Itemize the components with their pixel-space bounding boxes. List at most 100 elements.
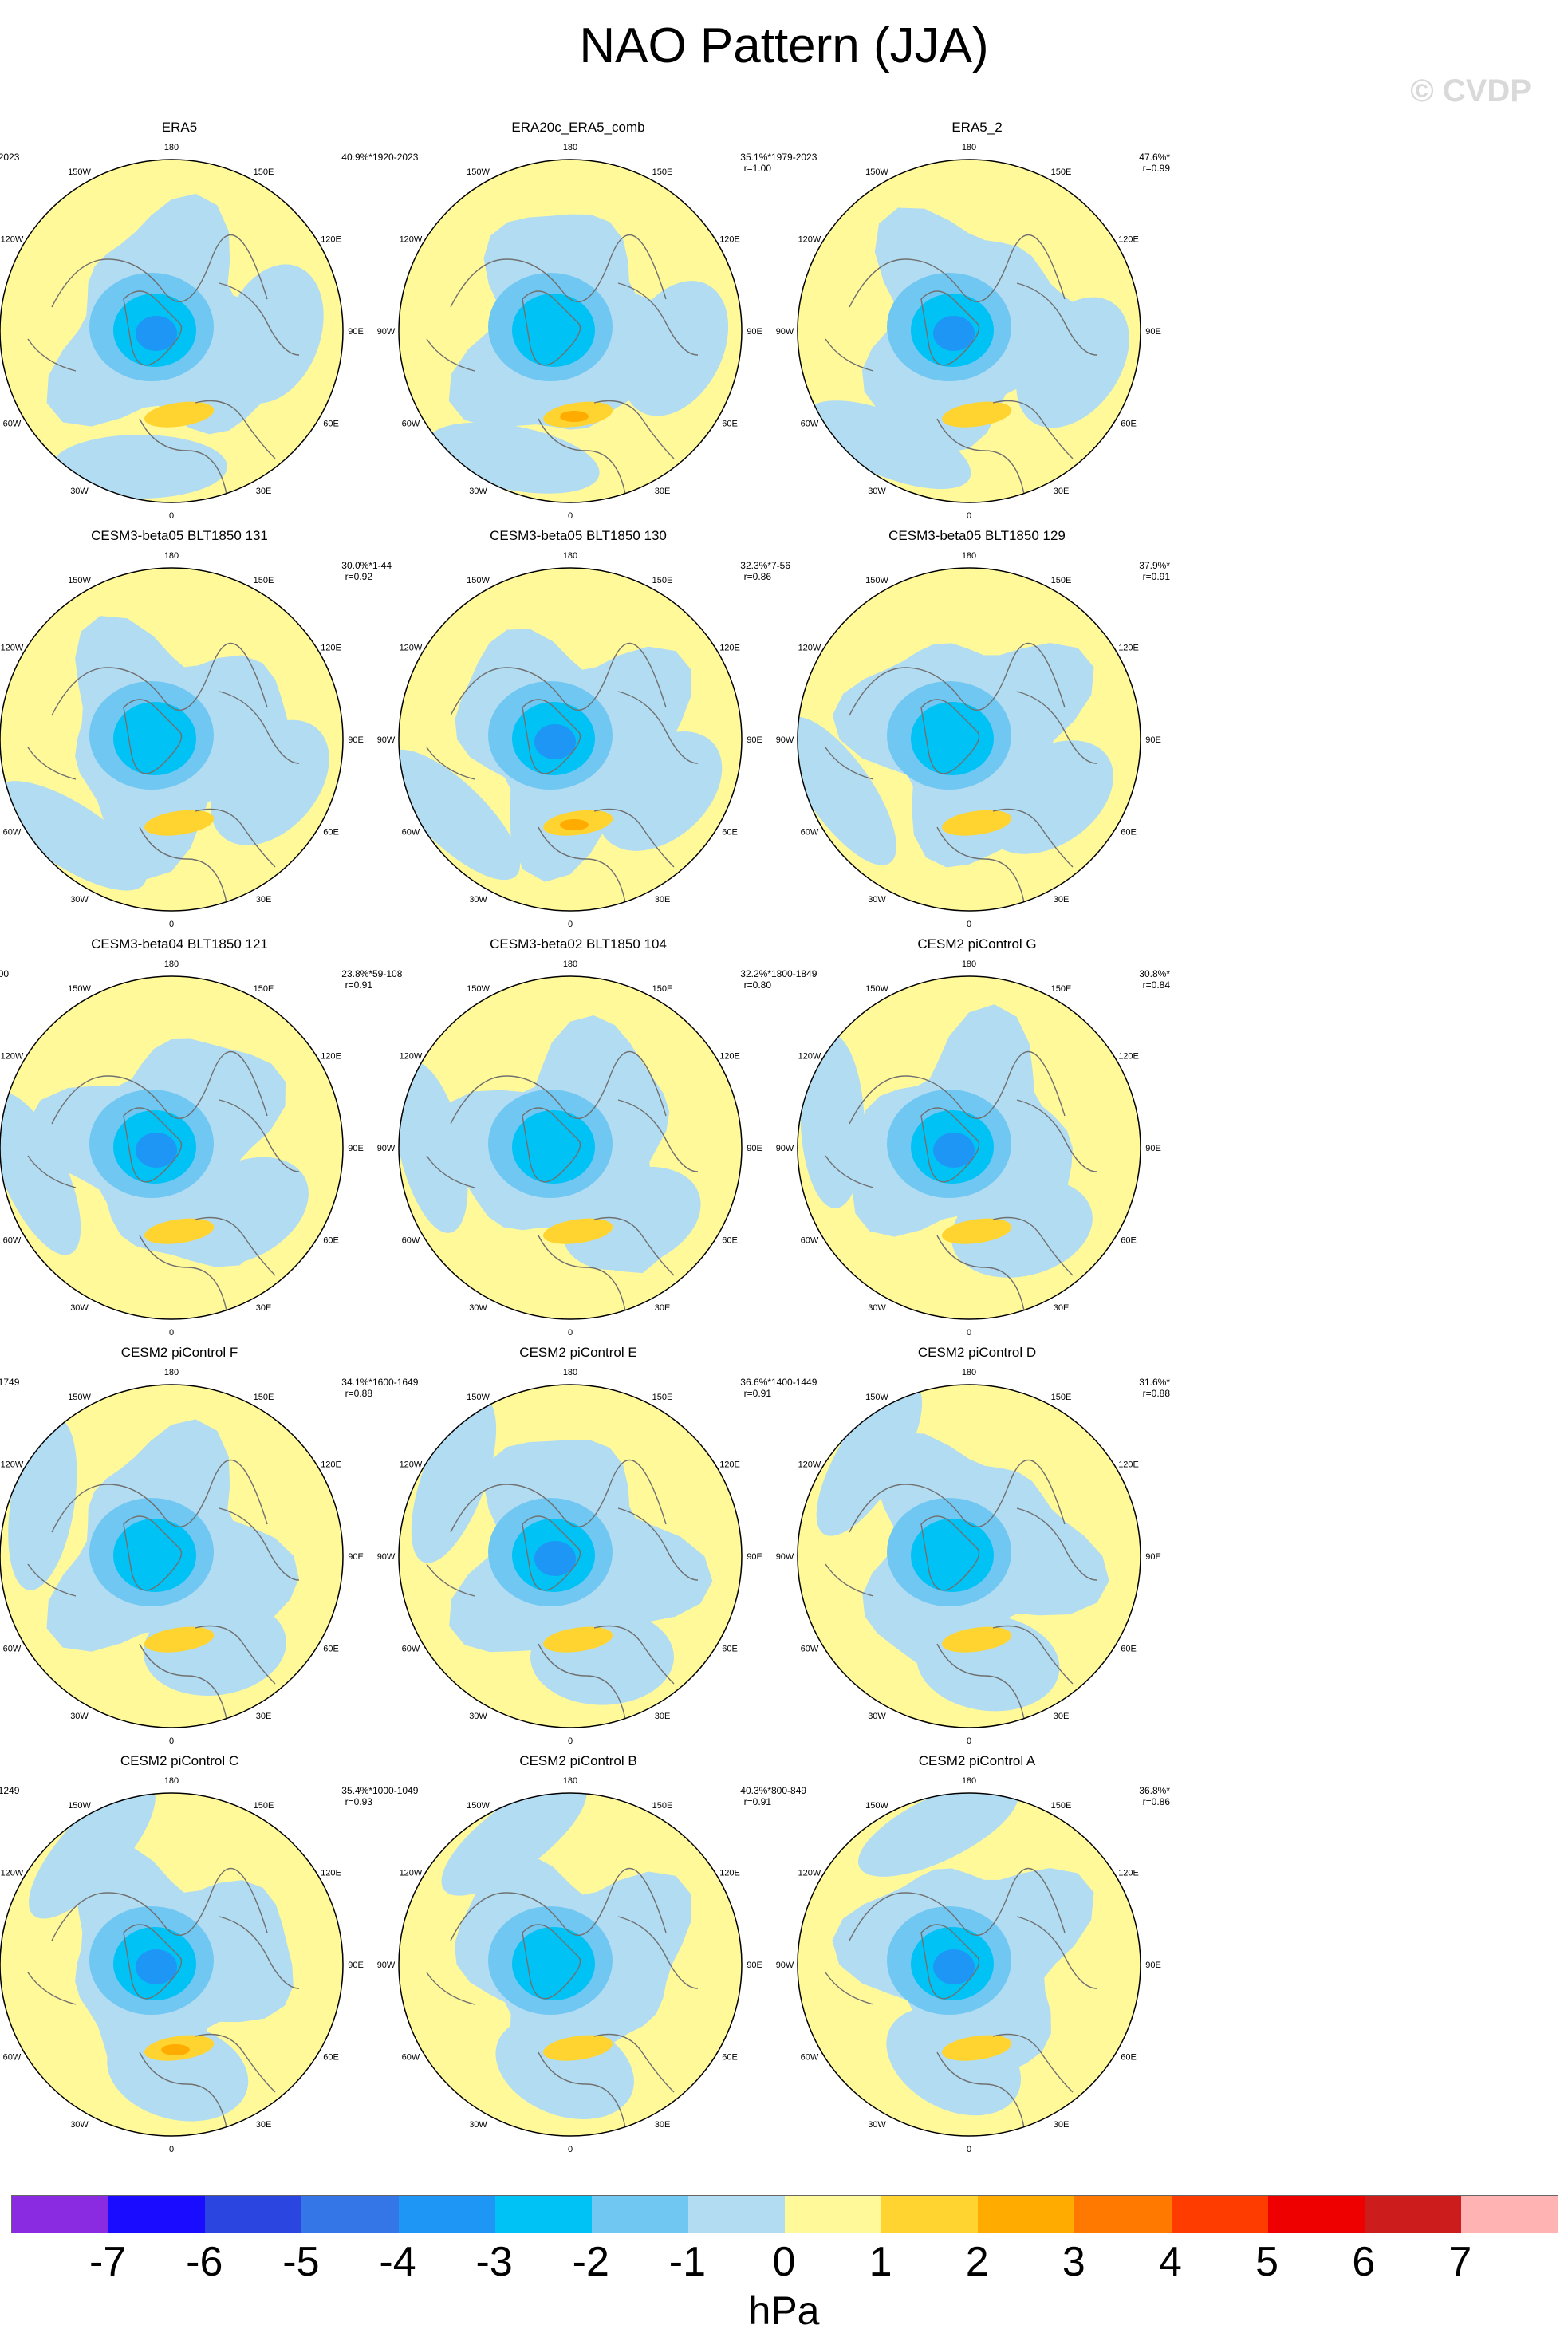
longitude-label: 0 (169, 2145, 174, 2152)
panel-title: CESM2 piControl G (917, 936, 1037, 952)
longitude-label: 0 (169, 1328, 174, 1335)
colorbar-swatch (205, 2196, 302, 2233)
colorbar-swatch (1364, 2196, 1461, 2233)
longitude-label: 0 (568, 2145, 573, 2152)
cvdp-watermark: © CVDP (1410, 73, 1531, 108)
panel-years: 1600-1649 (372, 1377, 419, 1388)
panel-pct-variance: 32.2%* (740, 968, 771, 979)
longitude-label: 150E (652, 167, 673, 177)
longitude-label: 150E (254, 1393, 274, 1402)
longitude-label: 30E (256, 1712, 272, 1721)
panel-pattern-correlation: r=0.91 (1142, 571, 1170, 582)
panel-pattern-correlation: r=0.91 (743, 1388, 771, 1399)
longitude-label: 60E (722, 2053, 738, 2063)
longitude-label: 90W (377, 1961, 396, 1970)
panel-title: CESM2 piControl A (918, 1753, 1036, 1768)
longitude-label: 60E (1121, 828, 1137, 837)
longitude-label: 180 (962, 960, 976, 969)
longitude-label: 90E (747, 1961, 762, 1970)
longitude-label: 150W (68, 576, 91, 585)
longitude-label: 120E (321, 644, 341, 653)
longitude-label: 150W (68, 167, 91, 177)
panel-stats: 31.6%* r=0.88 (1139, 1377, 1170, 1399)
panel-pct-variance: 37.9%* (1139, 560, 1170, 571)
longitude-label: 120W (798, 235, 821, 245)
colorbar-swatch (591, 2196, 688, 2233)
panel-pct-variance: 34.1%* (341, 1377, 372, 1388)
longitude-label: 0 (169, 1736, 174, 1744)
longitude-label: 120E (719, 1869, 740, 1878)
longitude-label: 150W (467, 576, 490, 585)
map-panel: CESM2 piControl D 1400-1449 31.6%* r=0.88 18… (754, 1345, 1200, 1744)
longitude-label: 60E (1121, 2053, 1137, 2063)
longitude-label: 30E (1054, 487, 1070, 496)
longitude-label: 90W (776, 1961, 794, 1970)
longitude-label: 0 (568, 920, 573, 927)
longitude-label: 150W (865, 1801, 888, 1811)
longitude-label: 60E (323, 1645, 339, 1654)
longitude-label: 60E (323, 828, 339, 837)
longitude-label: 30E (655, 2120, 671, 2130)
coastlines (27, 1050, 300, 1316)
map-panel: CESM2 piControl A 800-849 36.8%* r=0.86 180 1… (754, 1753, 1200, 2152)
panel-title: ERA5 (161, 120, 198, 135)
map-panel: CESM2 piControl B 1000-1049 40.3%* r=0.91 18… (355, 1753, 802, 2152)
panel-pattern-correlation: r=0.86 (1142, 1796, 1170, 1807)
longitude-label: 120W (798, 1052, 821, 1062)
longitude-label: 30W (469, 487, 487, 496)
longitude-label: 120W (1, 1869, 24, 1878)
longitude-label: 30W (868, 2120, 886, 2130)
colorbar-swatch (301, 2196, 399, 2233)
longitude-label: 60W (402, 1645, 420, 1654)
longitude-label: 30E (1054, 895, 1070, 904)
panel-title: CESM3-beta04 BLT1850 121 (91, 936, 268, 952)
longitude-label: 150W (467, 167, 490, 177)
longitude-label: 30W (70, 1712, 89, 1721)
longitude-label: 150W (467, 1393, 490, 1402)
longitude-label: 90E (348, 1961, 364, 1970)
longitude-label: 60W (801, 828, 819, 837)
longitude-label: 120E (321, 235, 341, 245)
map-boundary (0, 975, 344, 1320)
panel-pct-variance: 40.3%* (740, 1785, 771, 1796)
longitude-label: 30W (469, 1303, 487, 1313)
longitude-label: 60W (402, 420, 420, 429)
map-panel: ERA5_2 1979-2023 47.6%* r=0.99 180 150E 120E 90… (754, 120, 1200, 518)
map-panel: CESM2 piControl G 1800-1849 30.8%* r=0.84 18… (754, 936, 1200, 1335)
colorbar-swatch (785, 2196, 882, 2233)
map-panel: CESM2 piControl C 1200-1249 35.4%*r=0.93 18… (0, 1753, 403, 2152)
longitude-label: 0 (568, 511, 573, 518)
panel-title: CESM2 piControl B (519, 1753, 637, 1768)
longitude-label: 30W (469, 2120, 487, 2130)
longitude-label: 90E (747, 1552, 762, 1562)
longitude-label: 0 (967, 1328, 971, 1335)
panel-stats: 23.8%* r=0.91 (341, 968, 372, 991)
colorbar-tick-label: -2 (572, 2239, 609, 2285)
longitude-label: 120E (719, 644, 740, 653)
panel-stats: 30.8%* r=0.84 (1139, 968, 1170, 991)
panel-pattern-correlation: r=0.86 (743, 571, 771, 582)
longitude-label: 90E (747, 1144, 762, 1153)
map-panel: CESM2 piControl E 1600-1649 36.6%* r=0.91 18… (355, 1345, 802, 1744)
longitude-label: 180 (164, 551, 179, 561)
longitude-label: 180 (164, 143, 179, 152)
panel-pattern-correlation: r=0.99 (1142, 163, 1170, 174)
longitude-label: 90E (348, 327, 364, 337)
colorbar-units: hPa (748, 2288, 820, 2333)
colorbar-tick-label: 6 (1352, 2239, 1376, 2285)
longitude-label: 150E (1051, 576, 1072, 585)
longitude-label: 150W (467, 984, 490, 994)
panel-years: 151-200 (0, 968, 10, 979)
longitude-label: 60W (801, 1236, 819, 1246)
longitude-label: 180 (962, 1368, 976, 1377)
longitude-label: 180 (563, 143, 577, 152)
panel-stats: 47.6%* r=0.99 (1139, 152, 1170, 174)
panel-pattern-correlation: r=0.80 (743, 979, 771, 991)
panel-pct-variance: 36.8%* (1139, 1785, 1170, 1796)
